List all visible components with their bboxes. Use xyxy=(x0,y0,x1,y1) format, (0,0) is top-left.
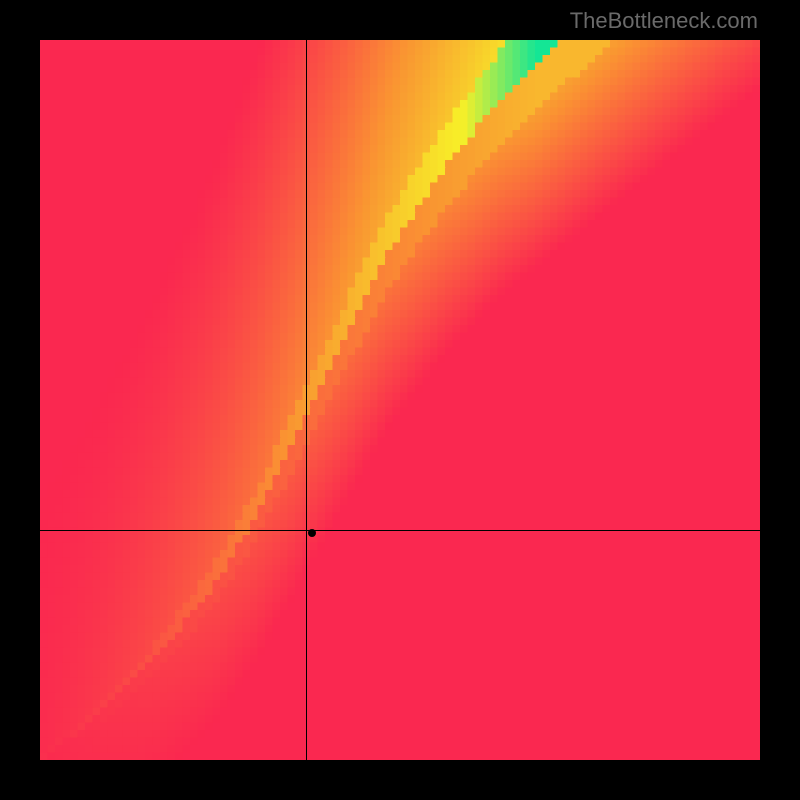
marker-dot xyxy=(308,529,316,537)
heatmap-canvas xyxy=(40,40,760,760)
watermark-text: TheBottleneck.com xyxy=(570,8,758,34)
heatmap-plot xyxy=(40,40,760,760)
crosshair-horizontal xyxy=(40,530,760,531)
crosshair-vertical xyxy=(306,40,307,760)
